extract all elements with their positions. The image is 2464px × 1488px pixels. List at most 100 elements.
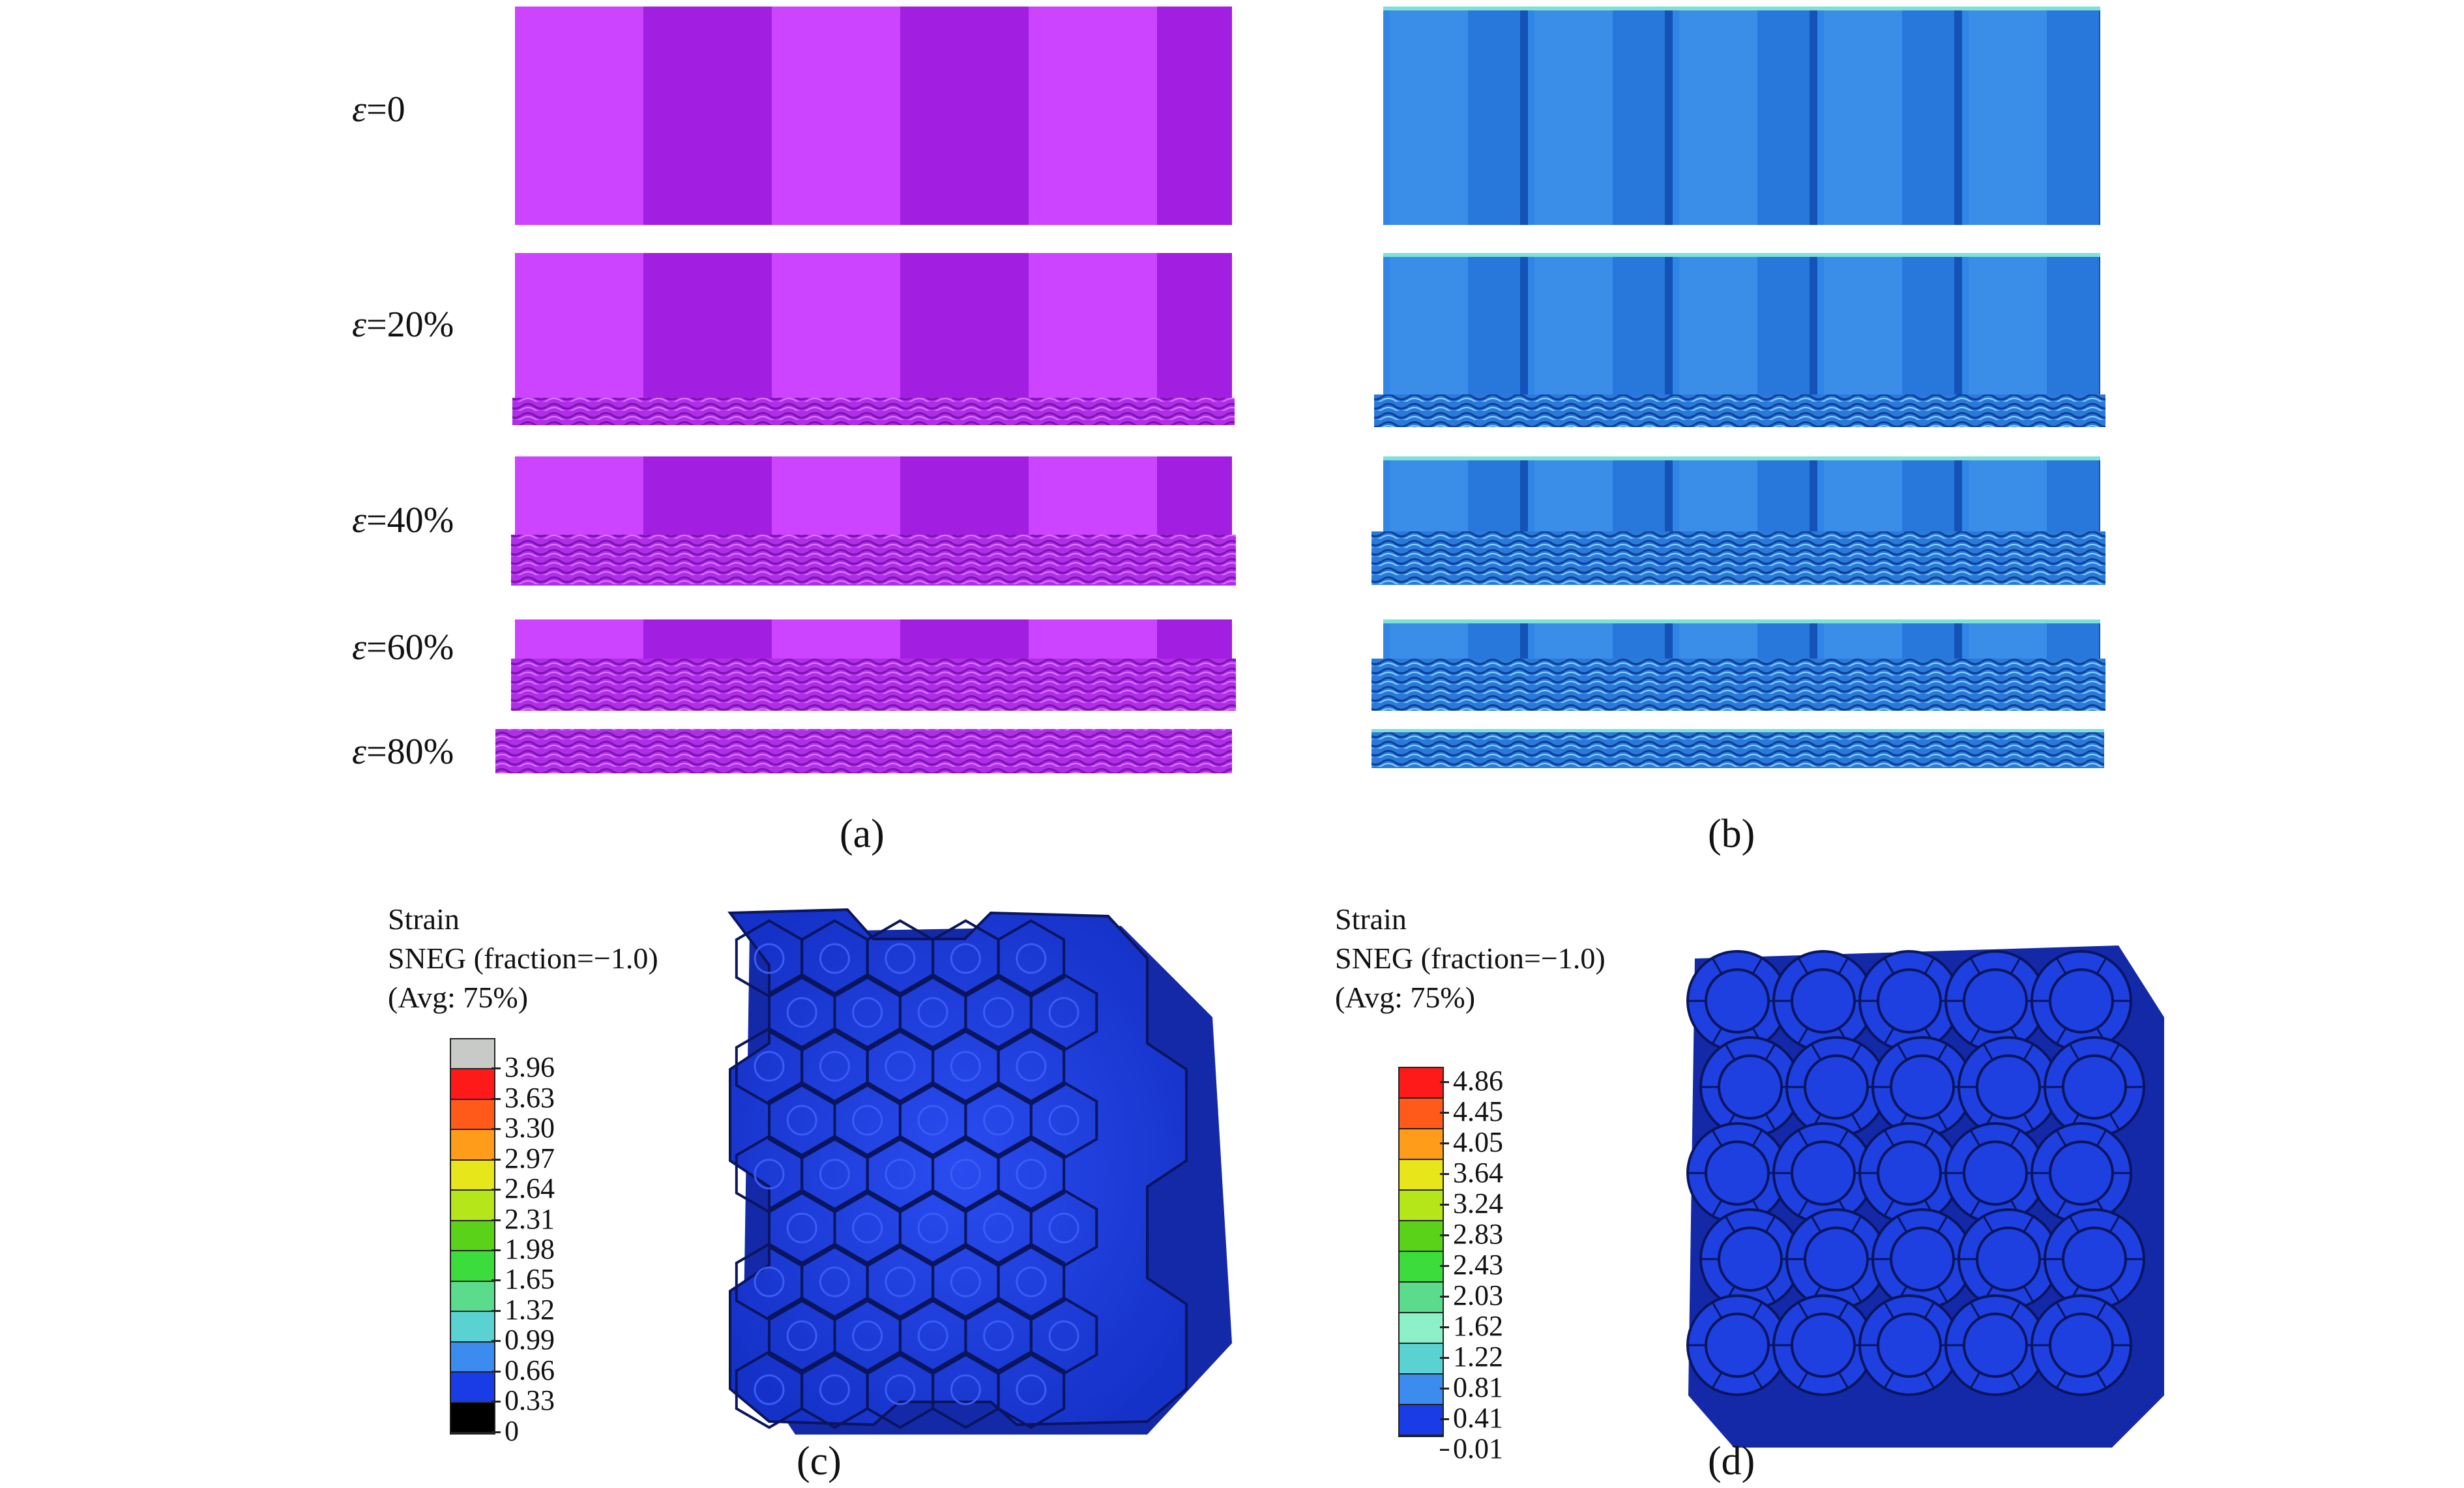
legend-d-value: 1.62 (1453, 1310, 1503, 1342)
legend-d-value: 4.86 (1453, 1065, 1503, 1097)
circular-cell-spoke (1982, 1043, 1994, 1061)
honeycomb-node (885, 1266, 916, 1298)
legend-c-value: 0.33 (505, 1384, 555, 1417)
legend-d: Strain SNEG (fraction=−1.0) (Avg: 75%) (1335, 900, 1606, 1017)
honeycomb-node (852, 1105, 883, 1136)
legend-d-colorbar (1398, 1067, 1444, 1437)
legend-c-swatch (451, 1221, 494, 1252)
legend-c-values: 3.96 3.63 3.30 2.97 2.64 2.31 1.98 1.65 1.32 0.99… (491, 1038, 587, 1445)
honeycomb-node (1048, 997, 1079, 1028)
circular-cell-spoke (1969, 1199, 1981, 1217)
circular-cell-spoke (1752, 957, 1763, 975)
honeycomb-node (754, 1159, 785, 1190)
honeycomb-node (786, 997, 817, 1028)
circular-cell-spoke (2010, 1371, 2021, 1389)
circular-cell-spoke (2096, 1371, 2107, 1389)
circular-cell-spoke (1896, 1043, 1908, 1061)
circular-cell-spoke (1937, 1113, 1948, 1131)
honeycomb-cell (997, 1350, 1066, 1429)
circular-cell-spoke (1982, 1215, 1994, 1233)
honeycomb-node (983, 997, 1014, 1028)
legend-c-swatch (451, 1160, 494, 1191)
circular-cell-spoke (1711, 1302, 1723, 1319)
circular-cell-spoke (1883, 957, 1895, 975)
legend-c-tick (491, 1067, 501, 1070)
honeycomb-node (786, 1212, 817, 1243)
honeycomb-node (917, 1105, 948, 1136)
legend-c-swatch (451, 1312, 494, 1343)
legend-d-swatch (1400, 1099, 1443, 1129)
circular-cell-spoke (1711, 1027, 1723, 1045)
legend-c-colorbar (450, 1038, 495, 1435)
honeycomb-node (819, 943, 850, 974)
circular-cell-spoke (2010, 1302, 2021, 1319)
legend-c-tick (491, 1219, 501, 1221)
specimen-b-0 (1383, 7, 2100, 225)
legend-d-swatch (1400, 1191, 1443, 1221)
circular-cell-spoke (2096, 957, 2107, 975)
circular-cell-spoke (2109, 1285, 2120, 1303)
strain-label-0: ε=0 (352, 89, 405, 130)
honeycomb-node (917, 1320, 948, 1352)
circular-cell-spoke (2068, 1215, 2080, 1233)
circular-cell-spoke (2109, 1113, 2120, 1131)
circular-cell-spoke (1937, 1285, 1948, 1303)
legend-c-swatch (451, 1191, 494, 1221)
legend-c-swatch (451, 1039, 494, 1070)
specimen-a-20 (515, 253, 1232, 416)
circular-cell-spoke (1797, 1027, 1809, 1045)
caption-b: (b) (1708, 812, 1755, 856)
circular-cell-spoke (2055, 1199, 2067, 1217)
legend-c-tick (491, 1309, 501, 1312)
honeycomb-node (885, 1050, 916, 1082)
legend-c-value: 3.30 (505, 1112, 555, 1144)
circular-cell-spoke (1838, 1371, 1849, 1389)
circular-cell-spoke (1711, 1129, 1723, 1147)
circular-cell-spoke (1797, 957, 1809, 975)
legend-c: Strain SNEG (fraction=−1.0) (Avg: 75%) (388, 900, 658, 1017)
legend-d-value: 1.22 (1453, 1341, 1503, 1373)
honeycomb-node (754, 1266, 785, 1298)
legend-c-swatch (451, 1403, 494, 1433)
legend-d-tick (1440, 1418, 1449, 1420)
legend-c-value: 3.96 (505, 1051, 555, 1084)
legend-c-tick (491, 1431, 501, 1433)
legend-d-value: 0.01 (1453, 1433, 1503, 1465)
circular-cell-spoke (1765, 1215, 1776, 1233)
honeycomb-node (819, 1159, 850, 1190)
circular-cell-spoke (1883, 1302, 1895, 1319)
honeycomb-node (885, 1374, 916, 1405)
circular-cell-spoke (1969, 1027, 1981, 1045)
legend-d-swatch (1400, 1313, 1443, 1344)
honeycomb-node (1016, 1159, 1047, 1190)
honeycomb-node (885, 1159, 916, 1190)
circular-cell-spoke (1752, 1129, 1763, 1147)
circular-cell-spoke (1937, 1215, 1948, 1233)
circular-cell-spoke (1851, 1043, 1862, 1061)
circular-cell-spoke (1711, 957, 1723, 975)
legend-d-tick (1440, 1204, 1449, 1206)
legend-c-swatch (451, 1342, 494, 1373)
legend-d-swatch (1400, 1375, 1443, 1405)
legend-d-value: 4.45 (1453, 1095, 1503, 1127)
circular-cell-spoke (1969, 1371, 1981, 1389)
circular-cell-spoke (2055, 1371, 2067, 1389)
honeycomb-node (1048, 1320, 1079, 1352)
caption-c: (c) (797, 1439, 842, 1483)
specimen-b-20 (1383, 253, 2100, 416)
circular-cell-spoke (1752, 1371, 1763, 1389)
circular-cell-spoke (2023, 1043, 2034, 1061)
circular-cell-spoke (1838, 957, 1849, 975)
legend-d-value: 3.24 (1453, 1187, 1503, 1219)
circular-cell-spoke (1924, 1371, 1935, 1389)
legend-d-value: 2.43 (1453, 1249, 1503, 1281)
circular-cell-spoke (1797, 1371, 1809, 1389)
honeycomb-node (786, 1105, 817, 1136)
legend-d-tick (1440, 1234, 1449, 1236)
legend-c-tick (491, 1249, 501, 1251)
circular-cell-spoke (1969, 1302, 1981, 1319)
circular-cell-spoke (1851, 1285, 1862, 1303)
circular-cell-spoke (2023, 1285, 2034, 1303)
circular-cell-spoke (2096, 1129, 2107, 1147)
